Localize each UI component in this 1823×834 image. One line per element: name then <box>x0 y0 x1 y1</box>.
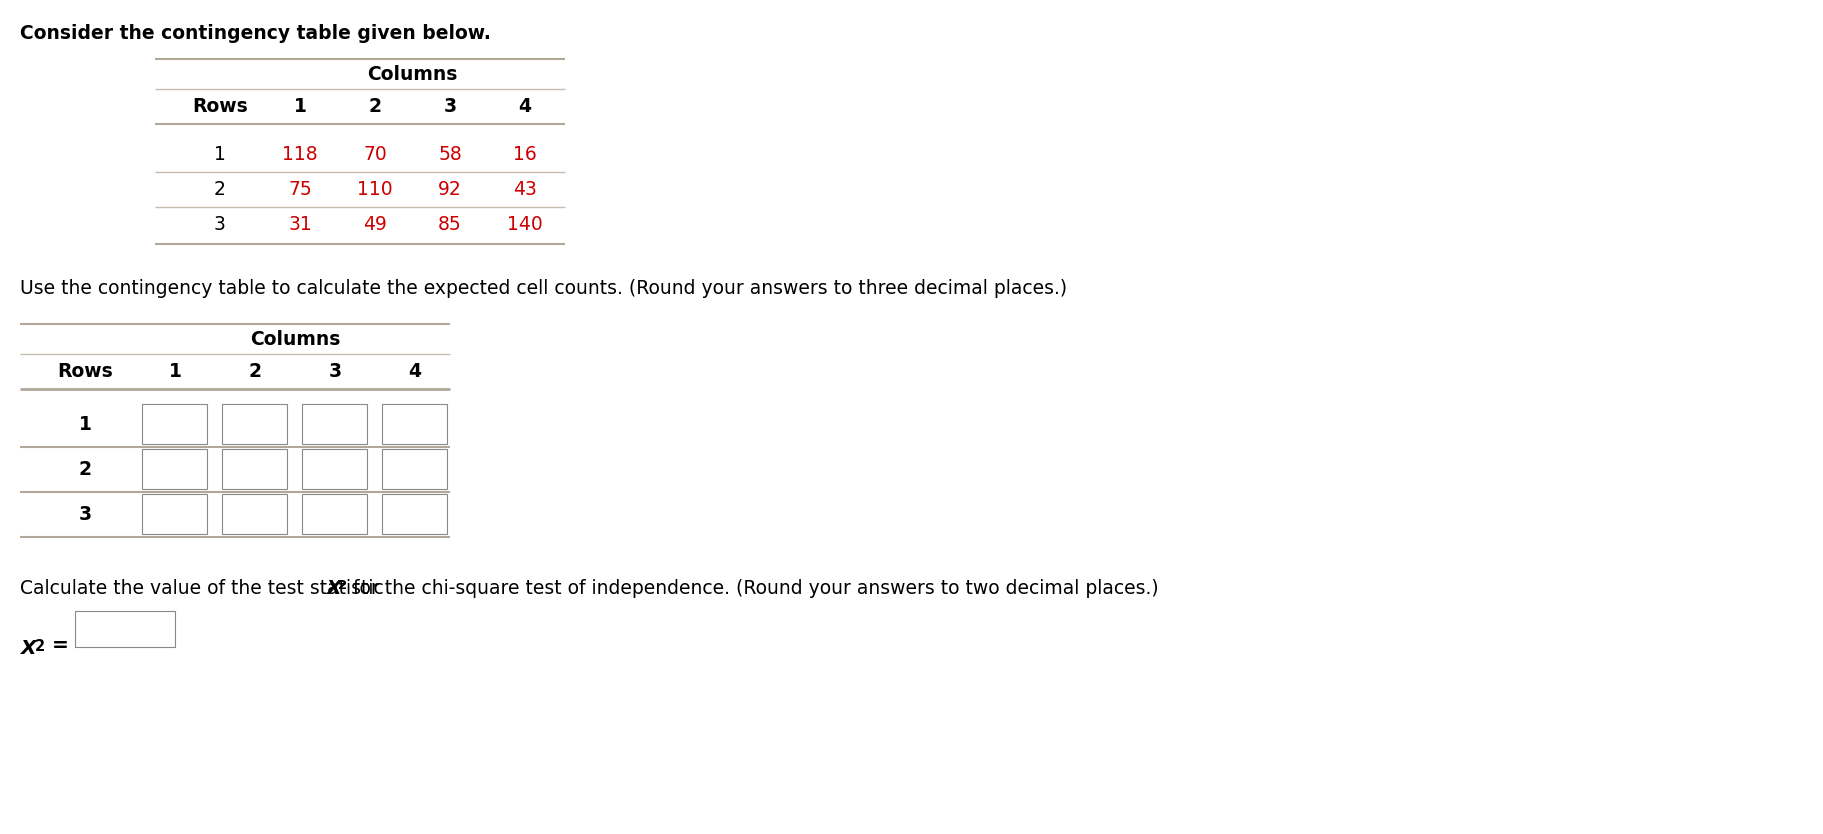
Text: 1: 1 <box>213 144 226 163</box>
Text: for the chi-square test of independence. (Round your answers to two decimal plac: for the chi-square test of independence.… <box>346 579 1158 598</box>
Text: 49: 49 <box>363 214 386 234</box>
Text: X: X <box>326 579 341 598</box>
Text: X: X <box>20 639 35 658</box>
Text: 58: 58 <box>438 144 461 163</box>
Text: 70: 70 <box>363 144 386 163</box>
Text: Columns: Columns <box>366 64 458 83</box>
Bar <box>383 494 447 534</box>
Text: Rows: Rows <box>191 97 248 116</box>
Bar <box>222 494 288 534</box>
Bar <box>142 494 208 534</box>
Text: 43: 43 <box>512 179 536 198</box>
Text: 3: 3 <box>443 97 456 116</box>
Text: Consider the contingency table given below.: Consider the contingency table given bel… <box>20 24 490 43</box>
Bar <box>222 404 288 444</box>
Text: 2: 2 <box>248 362 261 381</box>
Text: 2: 2 <box>368 97 381 116</box>
Bar <box>303 404 366 444</box>
Text: 92: 92 <box>438 179 461 198</box>
Text: 1: 1 <box>294 97 306 116</box>
Text: 2: 2 <box>35 639 46 654</box>
Text: Rows: Rows <box>57 362 113 381</box>
Text: 1: 1 <box>78 414 91 434</box>
Bar <box>222 449 288 489</box>
Text: 16: 16 <box>512 144 536 163</box>
Text: =: = <box>46 636 69 655</box>
Text: 2: 2 <box>213 179 226 198</box>
Text: 31: 31 <box>288 214 312 234</box>
Text: Use the contingency table to calculate the expected cell counts. (Round your ans: Use the contingency table to calculate t… <box>20 279 1066 298</box>
Text: 118: 118 <box>283 144 317 163</box>
Bar <box>383 404 447 444</box>
Text: 85: 85 <box>438 214 461 234</box>
Text: Columns: Columns <box>250 329 341 349</box>
Text: 75: 75 <box>288 179 312 198</box>
Text: 140: 140 <box>507 214 543 234</box>
Text: 4: 4 <box>408 362 421 381</box>
Bar <box>142 404 208 444</box>
Bar <box>303 494 366 534</box>
Bar <box>303 449 366 489</box>
Text: 2: 2 <box>337 579 346 592</box>
Text: Calculate the value of the test statistic: Calculate the value of the test statisti… <box>20 579 390 598</box>
Bar <box>142 449 208 489</box>
Text: 1: 1 <box>168 362 180 381</box>
Bar <box>75 611 175 647</box>
Text: 3: 3 <box>328 362 341 381</box>
Text: 3: 3 <box>78 505 91 524</box>
Text: 3: 3 <box>213 214 226 234</box>
Text: 110: 110 <box>357 179 392 198</box>
Text: 4: 4 <box>518 97 530 116</box>
Bar <box>383 449 447 489</box>
Text: 2: 2 <box>78 460 91 479</box>
